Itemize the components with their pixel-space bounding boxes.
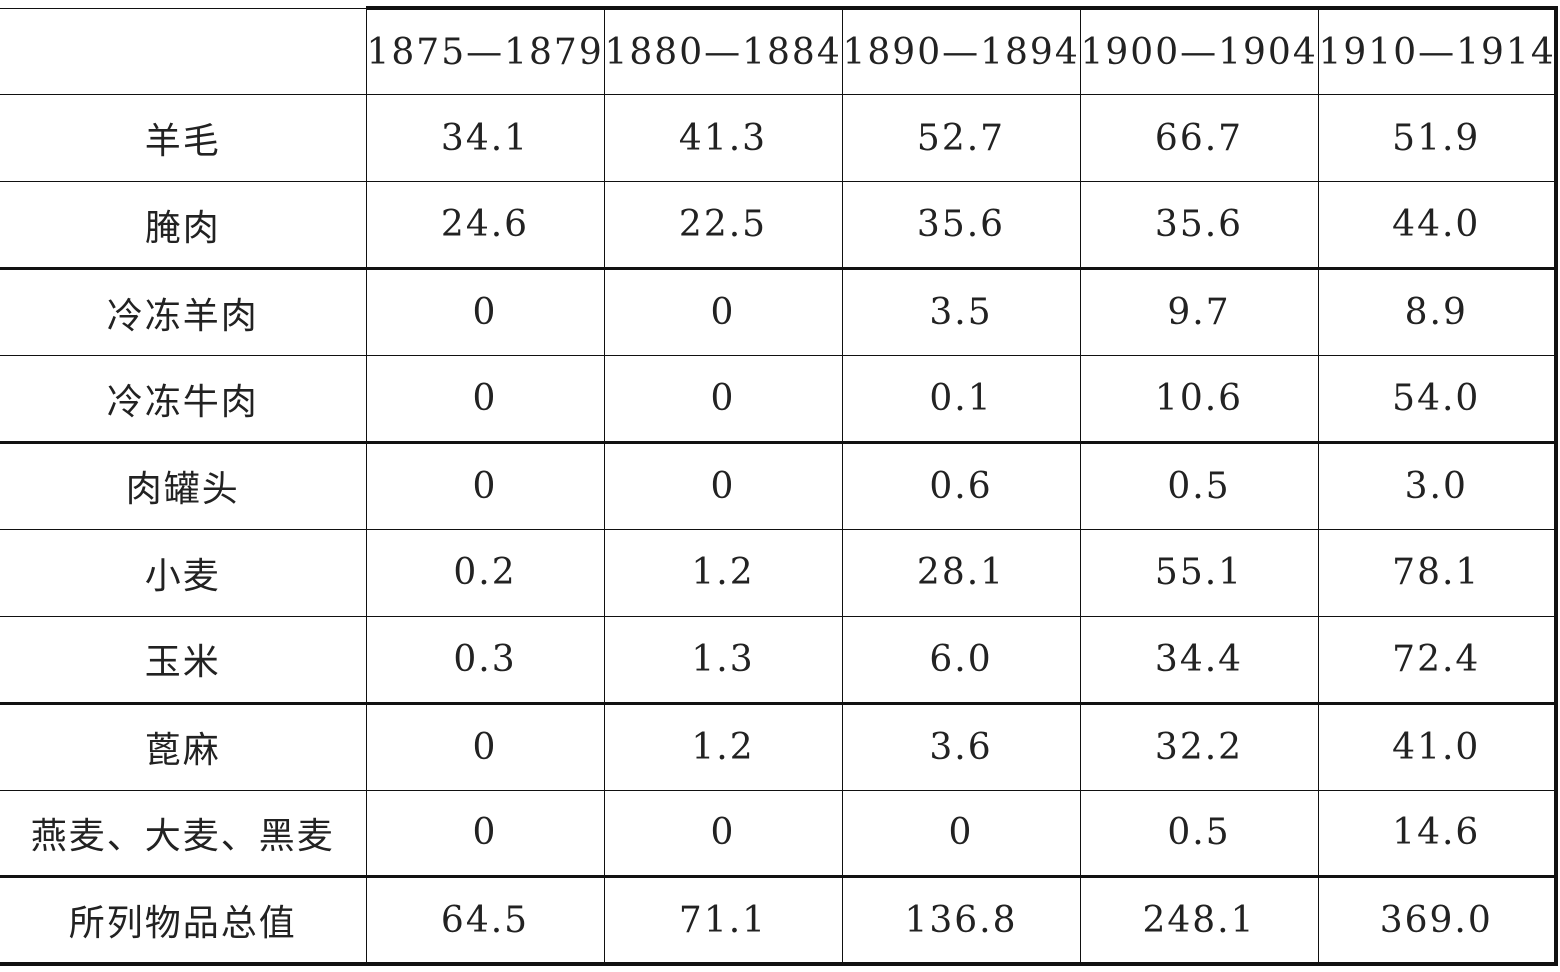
row-label-cell: 燕麦、大麦、黑麦 <box>0 789 367 878</box>
value-cell: 0 <box>603 440 843 530</box>
row-label-cell: 冷冻羊肉 <box>0 267 367 357</box>
row-label-cell: 所列物品总值 <box>0 875 367 966</box>
table-row: 冷冻羊肉 0 0 3.5 9.7 8.9 <box>0 267 1558 357</box>
value-cell: 14.6 <box>1317 789 1558 878</box>
value-cell: 0 <box>365 440 605 530</box>
value-cell: 0 <box>365 355 605 443</box>
value-cell: 34.1 <box>365 94 605 183</box>
table-row: 冷冻牛肉 0 0 0.1 10.6 54.0 <box>0 355 1558 443</box>
row-label-cell: 腌肉 <box>0 181 367 270</box>
value-cell: 0.3 <box>365 615 605 704</box>
value-cell: 24.6 <box>365 181 605 270</box>
value-cell: 0 <box>365 789 605 878</box>
value-cell: 0.2 <box>365 528 605 617</box>
table-row: 肉罐头 0 0 0.6 0.5 3.0 <box>0 440 1558 530</box>
value-cell: 22.5 <box>603 181 843 270</box>
value-cell: 0.5 <box>1079 440 1319 530</box>
value-cell: 0 <box>841 789 1081 878</box>
value-cell: 71.1 <box>603 875 843 966</box>
value-cell: 78.1 <box>1317 528 1558 617</box>
table-row: 燕麦、大麦、黑麦 0 0 0 0.5 14.6 <box>0 789 1558 878</box>
value-cell: 41.3 <box>603 94 843 183</box>
value-cell: 0 <box>603 355 843 443</box>
value-cell: 0 <box>603 267 843 357</box>
value-cell: 0 <box>603 789 843 878</box>
header-period-cell: 1900—1904 <box>1079 6 1319 96</box>
value-cell: 0 <box>365 701 605 791</box>
header-row: 1875—1879 1880—1884 1890—1894 1900—1904 1910… <box>0 6 1558 96</box>
value-cell: 248.1 <box>1079 875 1319 966</box>
export-value-table: 1875—1879 1880—1884 1890—1894 1900—1904 1910… <box>0 6 1558 966</box>
row-label-cell: 羊毛 <box>0 94 367 183</box>
table-body: 1875—1879 1880—1884 1890—1894 1900—1904 1910… <box>0 6 1558 966</box>
value-cell: 72.4 <box>1317 615 1558 704</box>
value-cell: 41.0 <box>1317 701 1558 791</box>
row-label-cell: 冷冻牛肉 <box>0 355 367 443</box>
value-cell: 10.6 <box>1079 355 1319 443</box>
value-cell: 9.7 <box>1079 267 1319 357</box>
value-cell: 51.9 <box>1317 94 1558 183</box>
header-period-cell: 1890—1894 <box>841 6 1081 96</box>
table-row: 玉米 0.3 1.3 6.0 34.4 72.4 <box>0 615 1558 704</box>
row-label-cell: 肉罐头 <box>0 440 367 530</box>
value-cell: 52.7 <box>841 94 1081 183</box>
value-cell: 0.6 <box>841 440 1081 530</box>
value-cell: 1.3 <box>603 615 843 704</box>
header-period-cell: 1910—1914 <box>1317 6 1558 96</box>
value-cell: 35.6 <box>841 181 1081 270</box>
value-cell: 44.0 <box>1317 181 1558 270</box>
table-row: 腌肉 24.6 22.5 35.6 35.6 44.0 <box>0 181 1558 270</box>
value-cell: 0.5 <box>1079 789 1319 878</box>
header-period-cell: 1875—1879 <box>365 6 605 96</box>
value-cell: 64.5 <box>365 875 605 966</box>
value-cell: 28.1 <box>841 528 1081 617</box>
value-cell: 55.1 <box>1079 528 1319 617</box>
row-label-cell: 小麦 <box>0 528 367 617</box>
value-cell: 3.0 <box>1317 440 1558 530</box>
row-label-cell: 玉米 <box>0 615 367 704</box>
table-row: 羊毛 34.1 41.3 52.7 66.7 51.9 <box>0 94 1558 183</box>
value-cell: 66.7 <box>1079 94 1319 183</box>
value-cell: 3.6 <box>841 701 1081 791</box>
header-corner-cell <box>0 7 367 96</box>
value-cell: 136.8 <box>841 875 1081 966</box>
value-cell: 54.0 <box>1317 355 1558 443</box>
table-row: 小麦 0.2 1.2 28.1 55.1 78.1 <box>0 528 1558 617</box>
header-period-cell: 1880—1884 <box>603 6 843 96</box>
value-cell: 32.2 <box>1079 701 1319 791</box>
value-cell: 34.4 <box>1079 615 1319 704</box>
value-cell: 35.6 <box>1079 181 1319 270</box>
table-row: 所列物品总值 64.5 71.1 136.8 248.1 369.0 <box>0 875 1558 966</box>
value-cell: 1.2 <box>603 528 843 617</box>
table-row: 蓖麻 0 1.2 3.6 32.2 41.0 <box>0 701 1558 791</box>
value-cell: 0 <box>365 267 605 357</box>
value-cell: 1.2 <box>603 701 843 791</box>
value-cell: 6.0 <box>841 615 1081 704</box>
value-cell: 3.5 <box>841 267 1081 357</box>
row-label-cell: 蓖麻 <box>0 701 367 791</box>
value-cell: 8.9 <box>1317 267 1558 357</box>
value-cell: 369.0 <box>1317 875 1558 966</box>
value-cell: 0.1 <box>841 355 1081 443</box>
